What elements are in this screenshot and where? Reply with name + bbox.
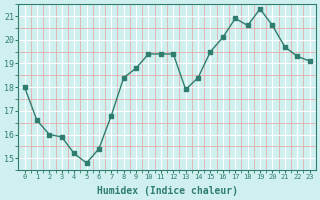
X-axis label: Humidex (Indice chaleur): Humidex (Indice chaleur) [97,186,237,196]
